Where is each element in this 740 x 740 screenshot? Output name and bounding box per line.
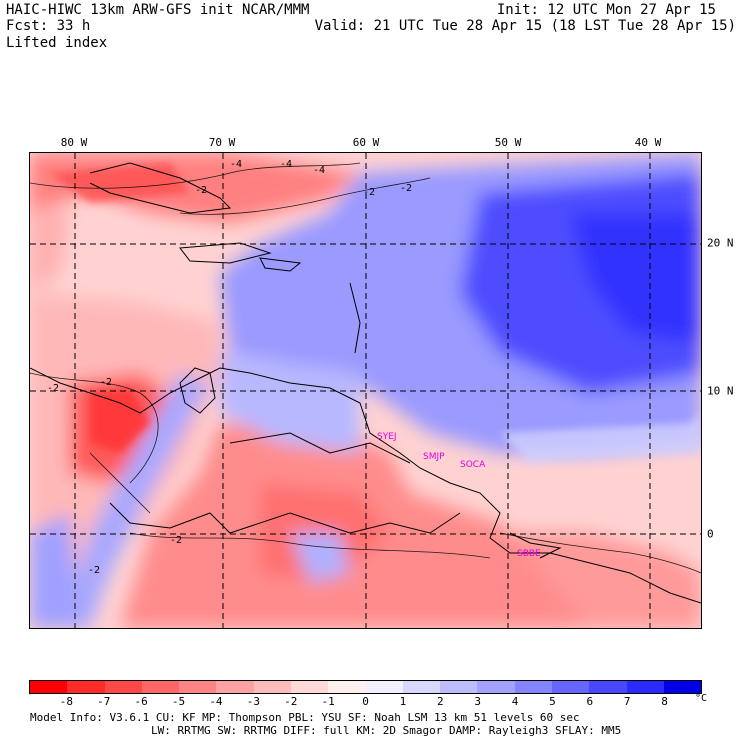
colorbar-tick-label: -1	[321, 695, 335, 708]
colorbar-tick-label: -6	[134, 695, 148, 708]
colorbar-swatch	[30, 681, 68, 693]
init-time: Init: 12 UTC Mon 27 Apr 15	[496, 2, 716, 18]
colorbar-swatch	[514, 681, 552, 693]
contour-label-group: -4 -4 -2 -2 -2 -2 -2 -2 -2 -4	[47, 159, 412, 576]
colorbar-swatch	[589, 681, 627, 693]
lon-label-50w: 50 W	[494, 136, 522, 149]
contour-label: -4	[313, 165, 325, 176]
colorbar-swatch	[179, 681, 217, 693]
forecast-hour: Fcst: 33 h	[6, 18, 91, 34]
colorbar-swatch	[626, 681, 664, 693]
colorbar-tick-label: -4	[209, 695, 223, 708]
colorbar-tick-label: -2	[284, 695, 298, 708]
contour-label: -2	[47, 383, 59, 394]
lat-label-20n: 20 N	[707, 236, 734, 250]
field-shading	[30, 153, 701, 628]
colorbar-swatch	[663, 681, 702, 693]
lat-label-eq: 0	[707, 527, 714, 541]
map-canvas: -4 -4 -2 -2 -2 -2 -2 -2 -2 -4	[30, 153, 701, 628]
field-name: Lifted index	[6, 35, 108, 51]
colorbar-swatch	[440, 681, 478, 693]
lon-label-70w: 70 W	[208, 136, 236, 149]
lon-label-60w: 60 W	[352, 136, 380, 149]
colorbar-tick-label: -8	[59, 695, 73, 708]
colorbar-tick-label: 7	[623, 695, 631, 708]
colorbar-tick-label: 6	[586, 695, 594, 708]
lifted-index-map: -4 -4 -2 -2 -2 -2 -2 -2 -2 -4 SYEJ SMJP …	[29, 152, 702, 629]
station-syej: SYEJ	[377, 432, 397, 442]
lat-label-10n: 10 N	[707, 384, 734, 398]
colorbar-swatch	[365, 681, 403, 693]
station-sbbe: SBBE	[517, 549, 541, 559]
contour-label: -2	[170, 535, 182, 546]
contour-label: -2	[363, 187, 375, 198]
colorbar-swatch	[67, 681, 105, 693]
contours	[30, 162, 701, 574]
station-smjp: SMJP	[423, 452, 445, 462]
colorbar	[29, 680, 702, 694]
contour-label: -2	[100, 377, 112, 388]
valid-time: Valid: 21 UTC Tue 28 Apr 15 (18 LST Tue …	[314, 18, 736, 34]
contour-label: -4	[280, 159, 292, 170]
contour-label: -2	[195, 185, 207, 196]
colorbar-swatch	[141, 681, 180, 693]
colorbar-tick-label: 4	[511, 695, 519, 708]
colorbar-swatch	[402, 681, 441, 693]
model-title: HAIC-HIWC 13km ARW-GFS init NCAR/MMM	[6, 2, 310, 18]
colorbar-swatch	[104, 681, 142, 693]
colorbar-tick-label: 1	[399, 695, 407, 708]
contour-label: -2	[88, 565, 100, 576]
colorbar-tick-label: 0	[362, 695, 369, 708]
colorbar-tick-label: 8	[661, 695, 668, 708]
colorbar-tick-label: -7	[97, 695, 111, 708]
colorbar-swatch	[216, 681, 254, 693]
colorbar-swatch	[328, 681, 366, 693]
lon-label-40w: 40 W	[634, 136, 662, 149]
colorbar-tick-label: 2	[436, 695, 444, 708]
model-info-line1: Model Info: V3.6.1 CU: KF MP: Thompson P…	[30, 711, 580, 724]
colorbar-swatch	[477, 681, 515, 693]
colorbar-tick-label: 5	[549, 695, 556, 708]
colorbar-swatch	[253, 681, 291, 693]
colorbar-tick-label: -5	[171, 695, 186, 708]
lat-lon-grid	[30, 153, 701, 628]
colorbar-swatch	[290, 681, 329, 693]
colorbar-tick-label: 3	[474, 695, 481, 708]
colorbar-tick-label: -3	[246, 695, 260, 708]
colorbar-swatch	[551, 681, 590, 693]
colorbar-unit: °C	[695, 693, 708, 704]
lon-label-80w: 80 W	[60, 136, 88, 149]
contour-label: -2	[400, 183, 412, 194]
station-soca: SOCA	[460, 460, 486, 470]
model-info-line2: LW: RRTMG SW: RRTMG DIFF: full KM: 2D Sm…	[151, 724, 622, 737]
contour-label: -4	[230, 159, 242, 170]
